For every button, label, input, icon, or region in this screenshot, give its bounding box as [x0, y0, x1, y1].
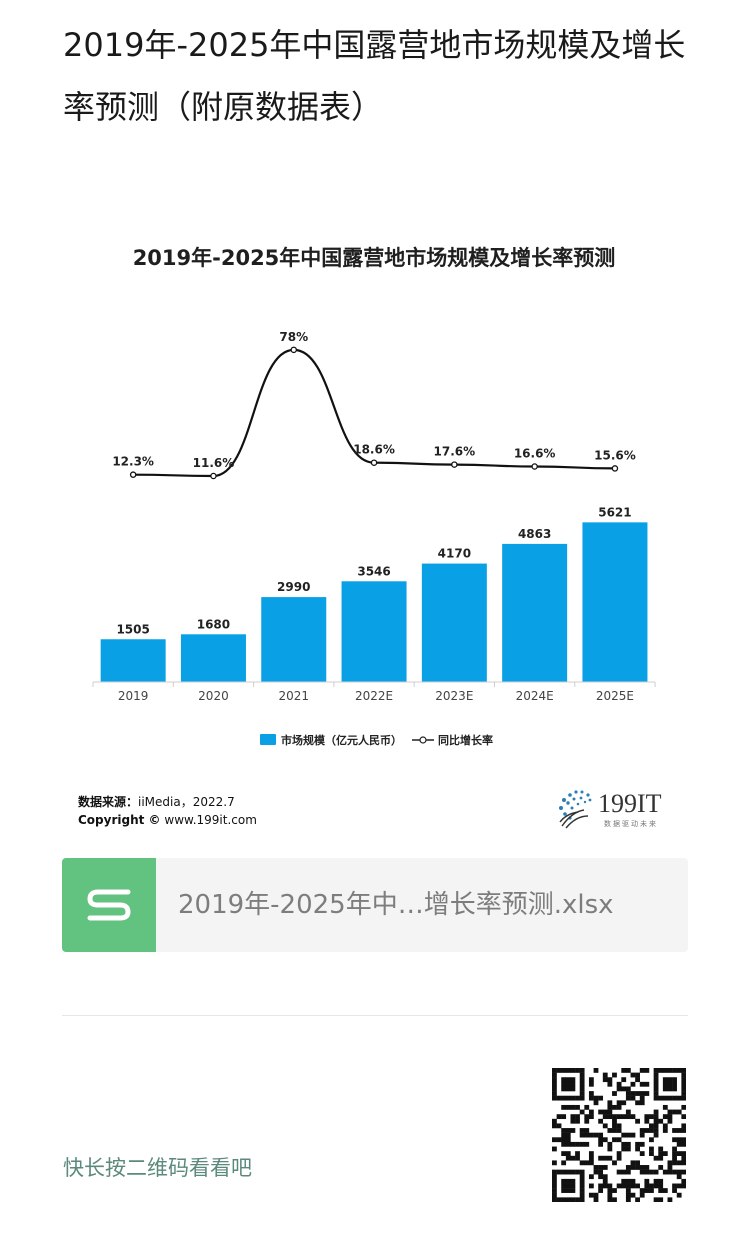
x-tick-label: 2019	[118, 689, 149, 703]
x-tick-label: 2024E	[516, 689, 554, 703]
copyright-text: www.199it.com	[164, 813, 257, 827]
legend-bar-label: 市场规模（亿元人民币）	[281, 733, 402, 747]
legend-line-label: 同比增长率	[438, 733, 493, 747]
growth-rate-label: 17.6%	[434, 445, 476, 459]
growth-rate-line	[133, 348, 615, 478]
bar-value-label: 4863	[518, 527, 551, 541]
attachment-card[interactable]: 2019年-2025年中…增长率预测.xlsx	[62, 858, 688, 952]
199it-logo: 199IT 数据驱动未来	[559, 789, 662, 829]
x-tick-label: 2025E	[596, 689, 634, 703]
legend-line-marker	[419, 736, 427, 744]
source-text: iiMedia，2022.7	[138, 795, 235, 809]
chart-svg: 2019年-2025年中国露营地市场规模及增长率预测 1505 1680 2990 3…	[92, 246, 656, 747]
growth-rate-point	[531, 463, 538, 470]
source-label: 数据来源：	[78, 795, 139, 809]
divider	[62, 1015, 688, 1016]
growth-rate-point	[611, 465, 619, 472]
bar	[421, 563, 487, 682]
bar-value-label: 1680	[197, 617, 230, 631]
qr-code-icon[interactable]	[552, 1068, 686, 1202]
attachment-file-name[interactable]: 2019年-2025年中…增长率预测.xlsx	[178, 890, 614, 920]
growth-rate-point	[370, 459, 378, 466]
growth-rate-point	[210, 472, 217, 480]
bar-value-label: 4170	[438, 547, 471, 561]
bar-value-label: 1505	[116, 622, 149, 636]
growth-rate-label: 11.6%	[193, 456, 235, 470]
bar	[261, 597, 327, 682]
chart-image: 2019年-2025年中国露营地市场规模及增长率预测 1505 1680 2990 3…	[60, 228, 690, 838]
copyright-label: Copyright ©	[78, 813, 161, 827]
spreadsheet-s-icon	[62, 858, 156, 952]
x-tick-label: 2023E	[435, 689, 473, 703]
bar-value-label: 2990	[277, 580, 310, 594]
bar	[180, 634, 246, 682]
bar-value-label: 5621	[598, 505, 631, 519]
logo-subtext: 数据驱动未来	[604, 819, 658, 828]
x-tick-label: 2022E	[355, 689, 393, 703]
chart-title: 2019年-2025年中国露营地市场规模及增长率预测	[133, 246, 616, 270]
bar	[341, 581, 407, 682]
bar	[582, 522, 648, 682]
growth-rate-point	[451, 461, 458, 468]
legend-bar-swatch	[260, 734, 276, 745]
growth-rate-label: 78%	[279, 330, 308, 344]
growth-rate-point	[129, 471, 137, 478]
bar	[502, 543, 568, 682]
chart-source: 数据来源：iiMedia，2022.7	[78, 793, 235, 810]
page-title: 2019年-2025年中国露营地市场规模及增长率预测（附原数据表）	[63, 26, 686, 126]
growth-rate-point	[290, 346, 297, 354]
qr-prompt: 快长按二维码看看吧	[63, 1156, 252, 1180]
bar	[100, 639, 166, 682]
growth-rate-label: 15.6%	[594, 448, 636, 462]
bar-value-label: 3546	[357, 564, 390, 578]
logo-text: 199IT	[598, 789, 662, 818]
chart-copyright: Copyright © www.199it.com	[78, 813, 257, 827]
growth-rate-label: 16.6%	[514, 447, 556, 461]
growth-rate-label: 18.6%	[353, 443, 395, 457]
x-tick-label: 2021	[278, 689, 309, 703]
x-tick-label: 2020	[198, 689, 229, 703]
growth-rate-label: 12.3%	[112, 455, 154, 469]
